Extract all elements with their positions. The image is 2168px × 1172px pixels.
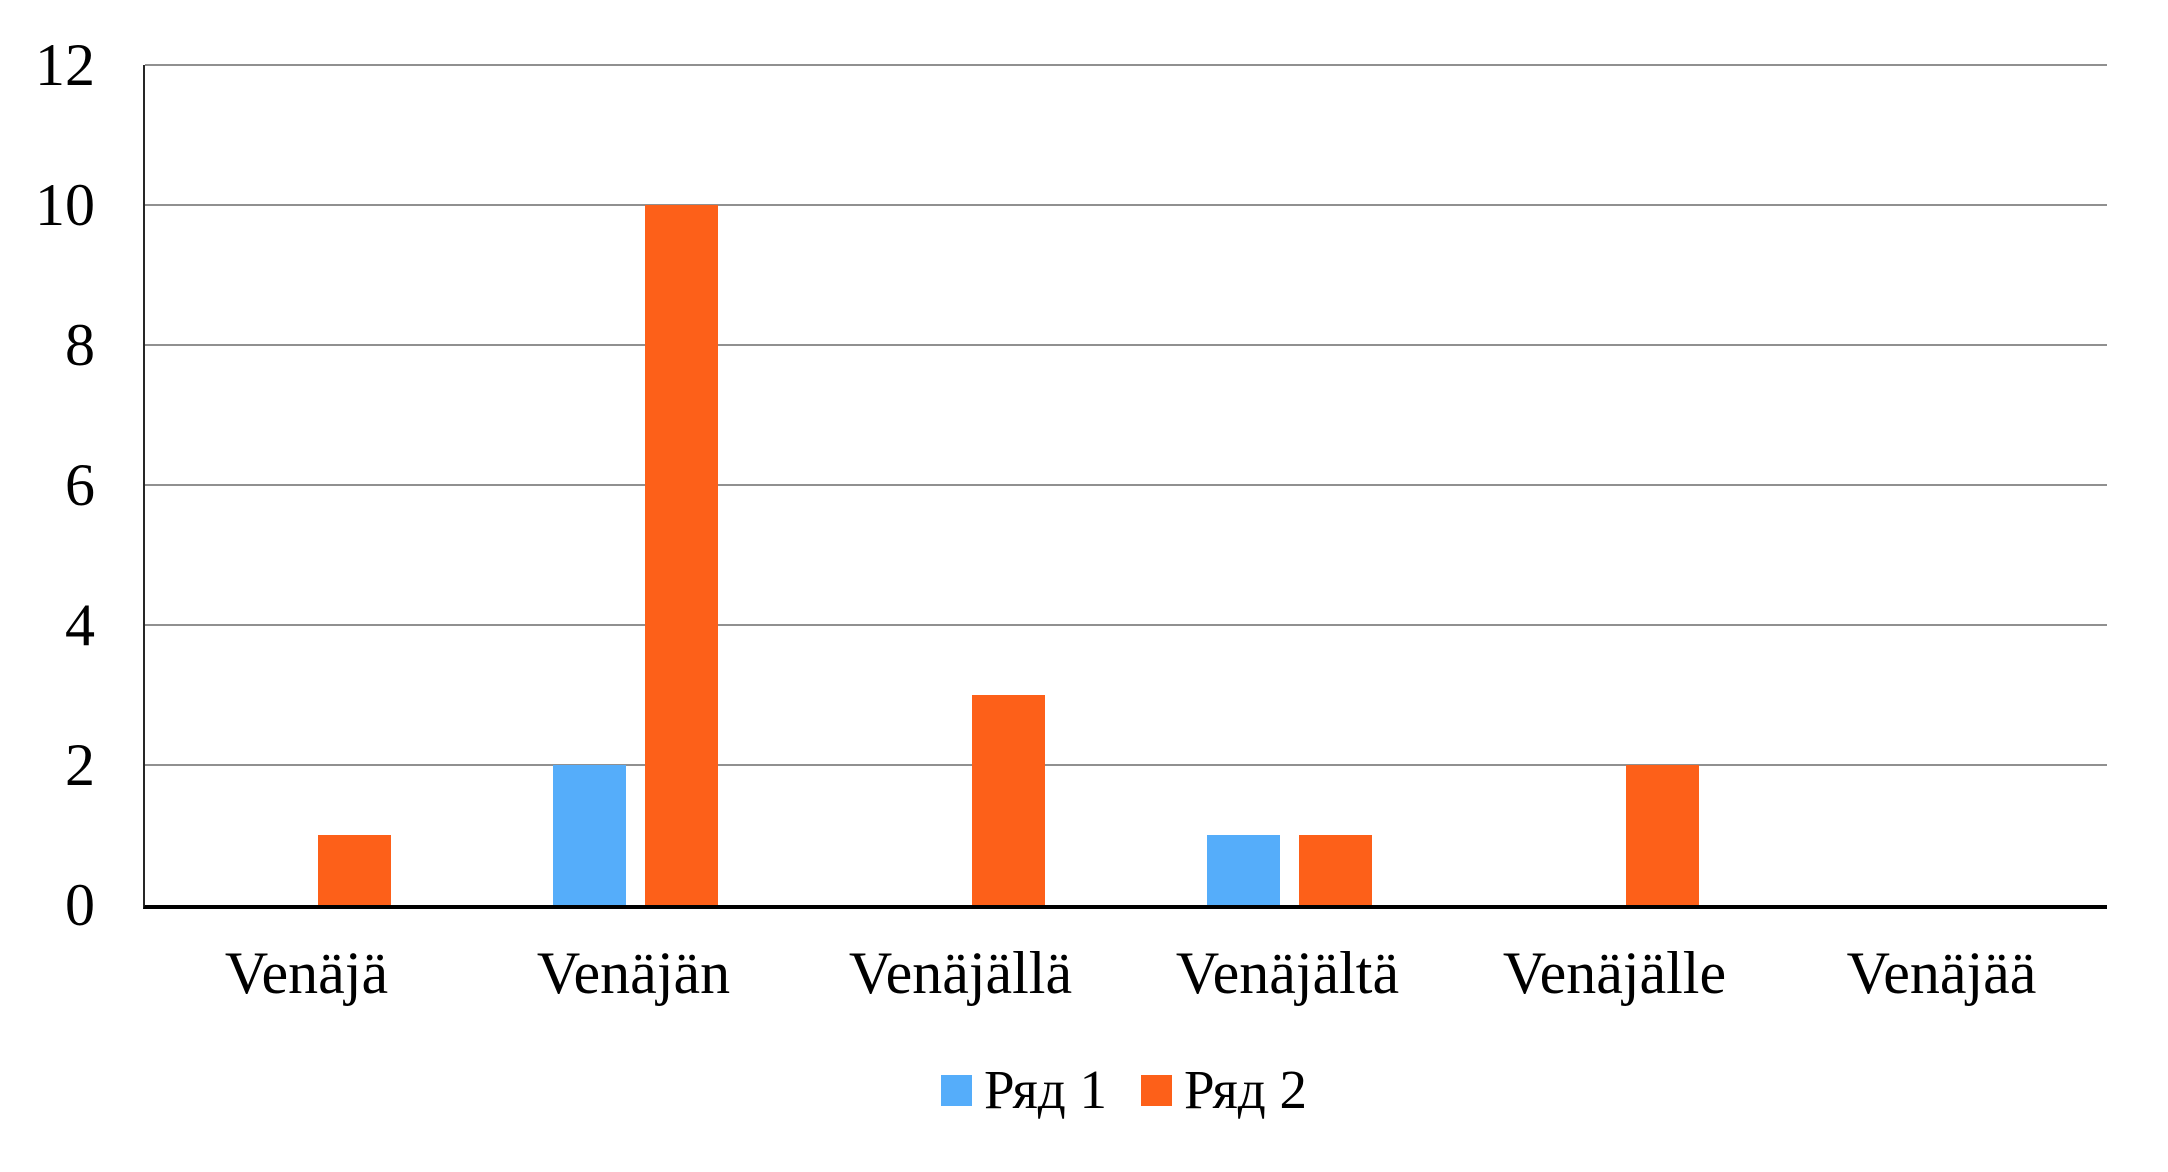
bar-series2-venäjälle: [1626, 765, 1699, 905]
bar-series2-venäjän: [645, 205, 718, 905]
bar-series2-venäjältä: [1299, 835, 1372, 905]
legend-swatch-series2: [1141, 1074, 1172, 1106]
gridline-y-8: [145, 344, 2107, 346]
x-category-label-venäjä: Venäjä: [224, 940, 389, 1006]
x-category-label-venäjän: Venäjän: [536, 940, 731, 1006]
gridline-y-10: [145, 204, 2107, 206]
bar-series1-venäjältä: [1207, 835, 1280, 905]
bar-series2-venäjällä: [972, 695, 1045, 905]
y-tick-label-8: 8: [65, 312, 95, 378]
y-tick-label-12: 12: [35, 32, 95, 98]
legend-label-series1: Ряд 1: [983, 1059, 1107, 1120]
y-tick-label-0: 0: [65, 872, 95, 938]
y-tick-label-4: 4: [65, 592, 95, 658]
y-tick-label-10: 10: [35, 172, 95, 238]
legend-item-series2: Ряд 2: [1141, 1059, 1307, 1121]
y-tick-label-6: 6: [65, 452, 95, 518]
y-tick-label-2: 2: [65, 732, 95, 798]
x-category-label-venäjälle: Venäjälle: [1502, 940, 1727, 1006]
legend-swatch-series1: [940, 1074, 972, 1106]
plot-area: [143, 64, 2107, 909]
x-category-label-venäjällä: Venäjällä: [848, 940, 1073, 1006]
legend: Ряд 1 Ряд 2: [143, 1056, 2105, 1124]
x-category-label-venäjää: Venäjää: [1846, 940, 2037, 1006]
gridline-y-2: [145, 764, 2107, 766]
gridline-y-6: [145, 484, 2107, 486]
bar-series1-venäjän: [553, 765, 626, 905]
x-category-label-venäjältä: Venäjältä: [1175, 940, 1400, 1006]
legend-item-series1: Ряд 1: [940, 1059, 1107, 1121]
gridline-y-4: [145, 624, 2107, 626]
gridline-y-12: [145, 64, 2107, 66]
legend-label-series2: Ряд 2: [1184, 1059, 1308, 1120]
bar-series2-venäjä: [318, 835, 391, 905]
